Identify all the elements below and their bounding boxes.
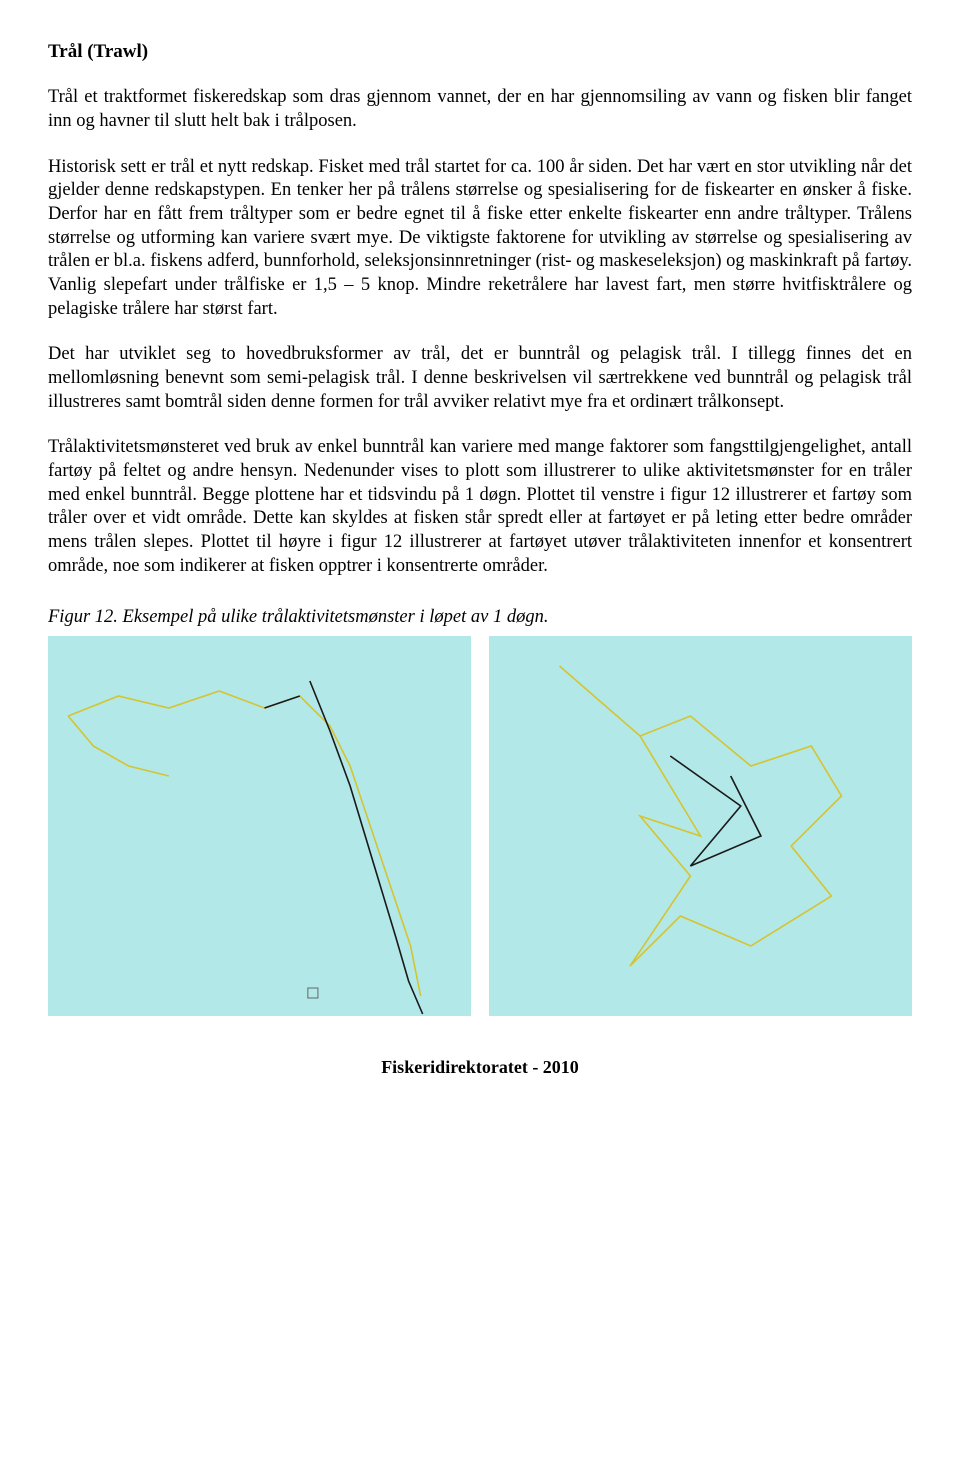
paragraph-4: Trålaktivitetsmønsteret ved bruk av enke… <box>48 436 912 578</box>
track-black <box>670 756 761 866</box>
track-black <box>310 681 423 1014</box>
paragraph-2: Historisk sett er trål et nytt redskap. … <box>48 156 912 322</box>
paragraph-1: Trål et traktformet fiskeredskap som dra… <box>48 86 912 133</box>
marker-icon <box>308 988 318 998</box>
figure-12-plots <box>48 636 912 1016</box>
track-yellow <box>560 666 842 966</box>
track-black-2 <box>265 696 300 708</box>
plot-right <box>489 636 912 1016</box>
plot-left <box>48 636 471 1016</box>
figure-caption: Figur 12. Eksempel på ulike trålaktivite… <box>48 606 912 630</box>
document-title: Trål (Trawl) <box>48 40 912 64</box>
paragraph-3: Det har utviklet seg to hovedbruksformer… <box>48 343 912 414</box>
track-yellow-branch <box>68 716 169 776</box>
page-footer: Fiskeridirektoratet - 2010 <box>48 1056 912 1079</box>
